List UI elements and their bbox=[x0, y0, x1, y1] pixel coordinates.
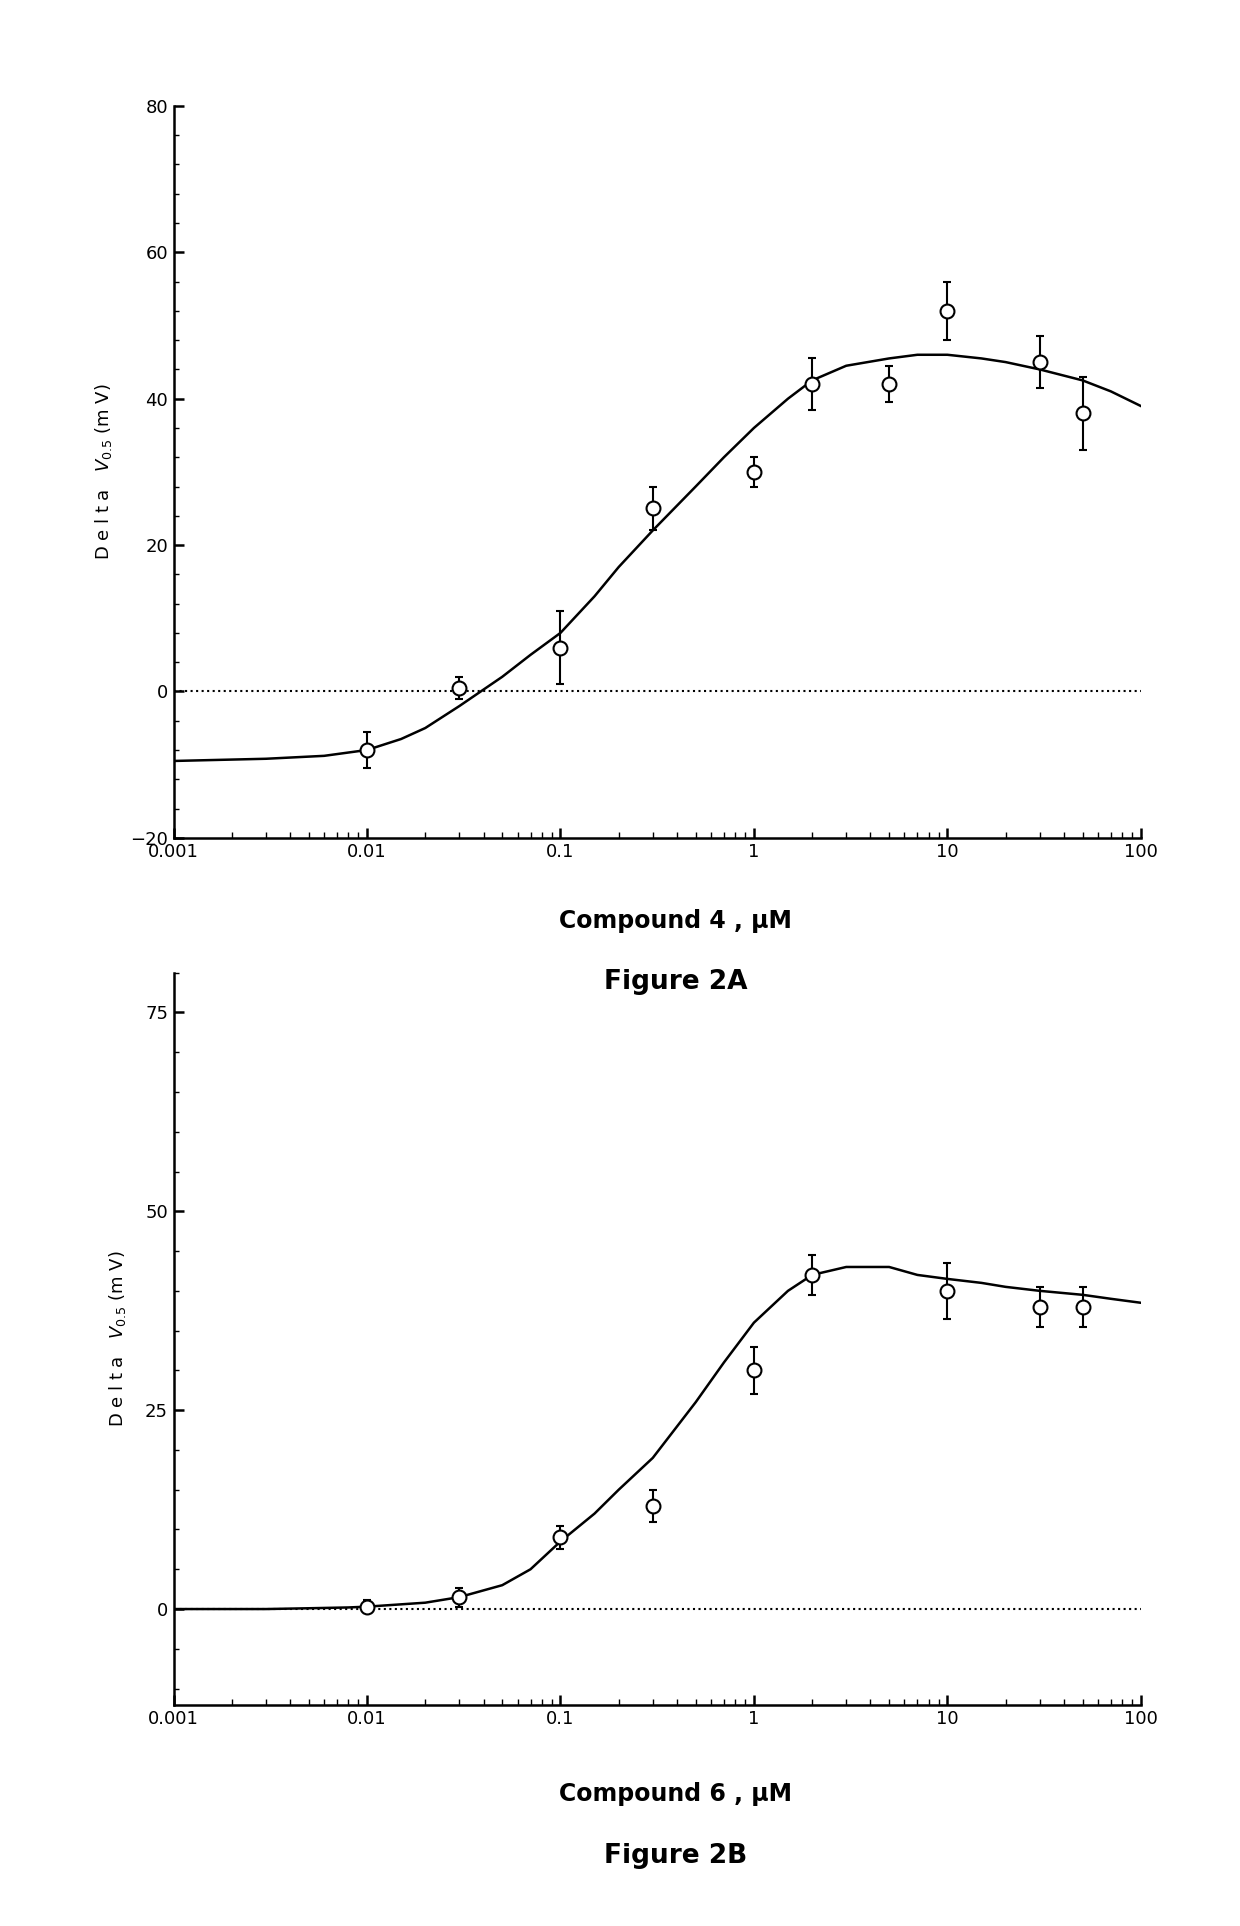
Y-axis label: D e l t a   $V_{0.5}$ (m V): D e l t a $V_{0.5}$ (m V) bbox=[108, 1250, 129, 1427]
Y-axis label: D e l t a   $V_{0.5}$ (m V): D e l t a $V_{0.5}$ (m V) bbox=[93, 383, 114, 560]
Text: Figure 2B: Figure 2B bbox=[604, 1843, 748, 1868]
Text: Figure 2A: Figure 2A bbox=[604, 969, 748, 994]
Text: Compound 6 , μM: Compound 6 , μM bbox=[559, 1782, 792, 1805]
Text: Compound 4 , μM: Compound 4 , μM bbox=[559, 909, 792, 932]
